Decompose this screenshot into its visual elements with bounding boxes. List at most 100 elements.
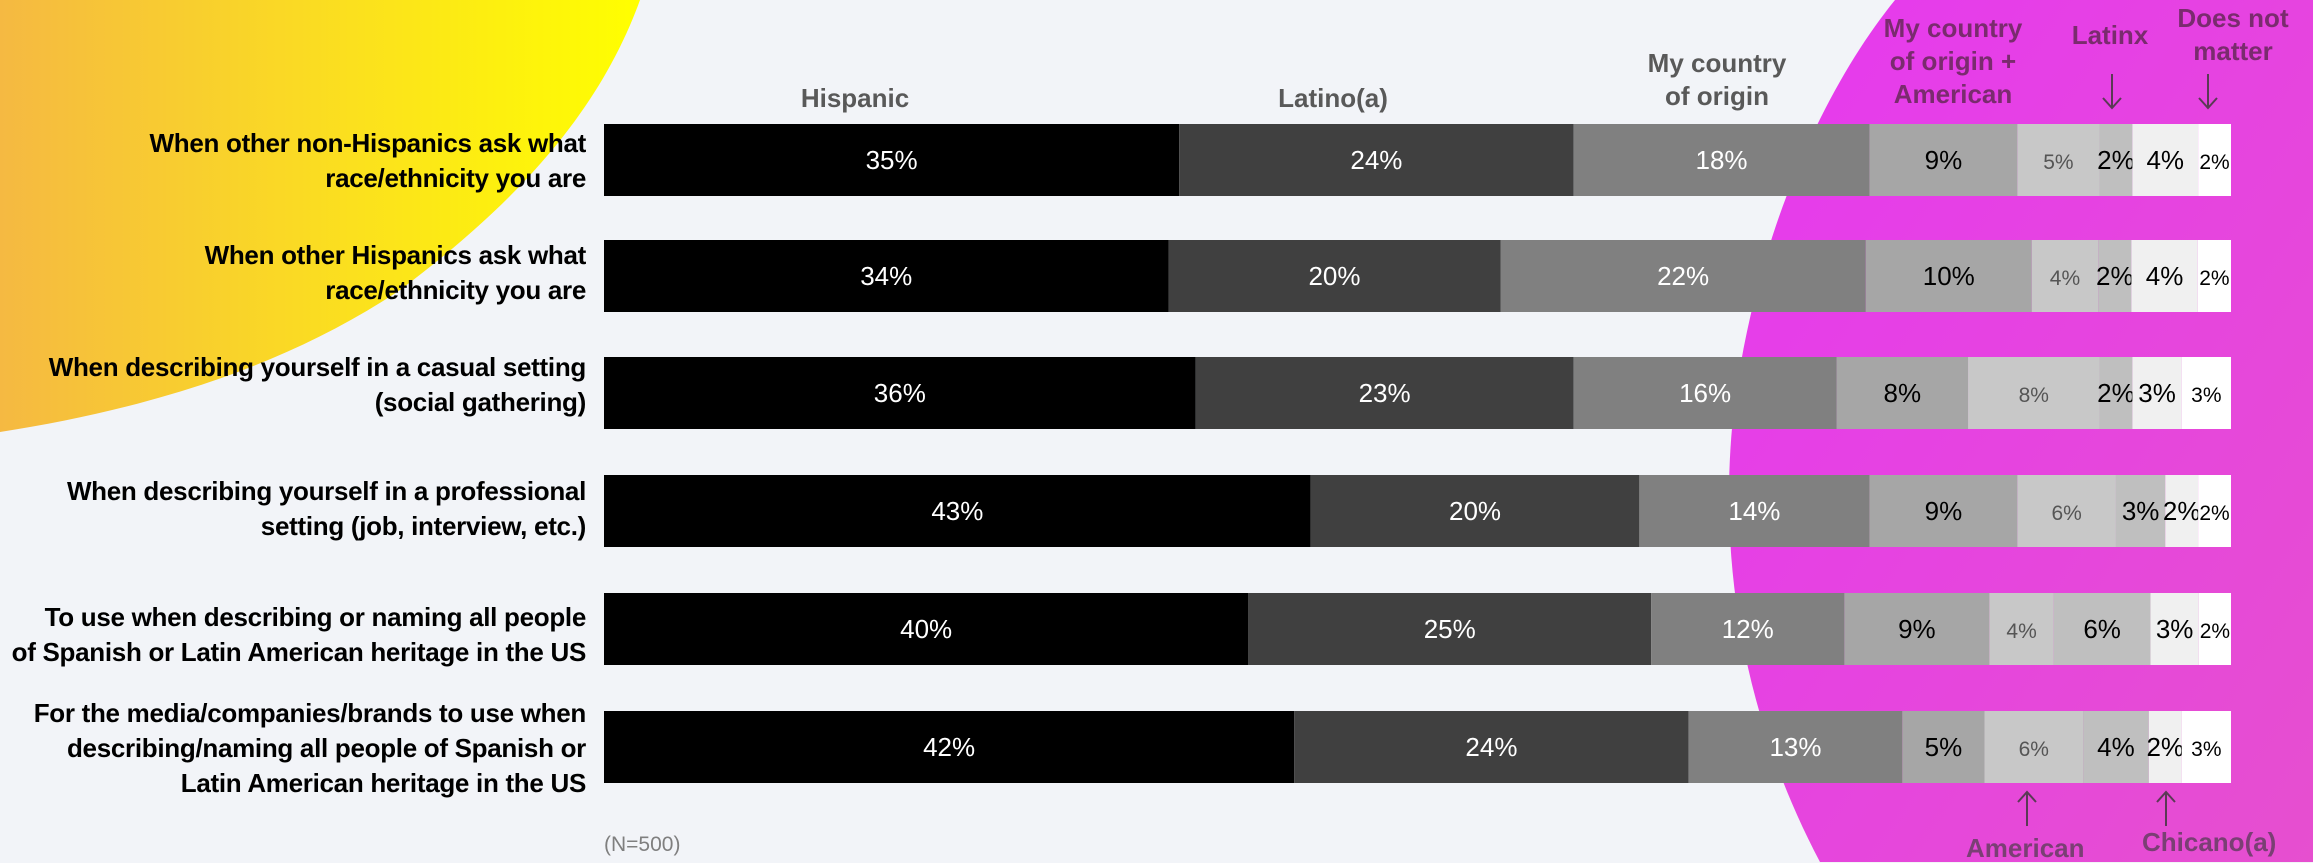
bar-label-r5-s6: 2%	[2146, 732, 2184, 762]
bar-label-r2-s2: 16%	[1679, 378, 1731, 408]
yellow-blob	[0, 0, 640, 432]
bar-segment-r0-s2	[1573, 124, 1870, 196]
bar-label-r5-s5: 4%	[2097, 732, 2135, 762]
bar-label-r3-s6: 2%	[2163, 496, 2201, 526]
bar-label-r0-s3: 9%	[1925, 145, 1963, 175]
row-label-5: For the media/companies/brands to use wh…	[33, 698, 587, 798]
row-label-3: When describing yourself in a profession…	[66, 476, 586, 541]
bar-segment-r3-s5	[2115, 475, 2166, 547]
bar-segment-r2-s0	[604, 357, 1196, 429]
bar-segment-r3-s4	[2017, 475, 2116, 547]
bar-label-r1-s3: 10%	[1923, 261, 1975, 291]
bar-label-r2-s0: 36%	[874, 378, 926, 408]
bar-segment-r2-s1	[1195, 357, 1574, 429]
bar-segment-r0-s6	[2132, 124, 2199, 196]
bar-segment-r5-s0	[604, 711, 1295, 783]
bar-label-r3-s2: 14%	[1728, 496, 1780, 526]
arrow-american	[2017, 790, 2037, 826]
bar-segment-r2-s3	[1836, 357, 1969, 429]
bar-segment-r4-s7	[2198, 593, 2231, 665]
bar-label-r1-s6: 4%	[2146, 261, 2184, 291]
header-country-of-origin: My country of origin	[1647, 48, 1787, 111]
arrow-does-not-matter	[2198, 74, 2218, 110]
label-chicano: Chicano(a)	[2142, 827, 2277, 857]
bar-label-r3-s1: 20%	[1449, 496, 1501, 526]
sample-size-note: (N=500)	[604, 833, 681, 856]
bar-segment-r1-s5	[2098, 240, 2132, 312]
bar-label-r4-s6: 3%	[2156, 614, 2194, 644]
bar-segment-r4-s1	[1248, 593, 1652, 665]
bar-label-r4-s2: 12%	[1722, 614, 1774, 644]
bar-label-r4-s3: 9%	[1898, 614, 1936, 644]
bar-label-r1-s2: 22%	[1657, 261, 1709, 291]
bar-segment-r0-s5	[2099, 124, 2133, 196]
bar-segment-r2-s7	[2181, 357, 2231, 429]
bar-label-r2-s7: 3%	[2191, 384, 2221, 407]
row-label-4: To use when describing or naming all peo…	[11, 602, 587, 667]
row-label-1: When other Hispanics ask what race/ethnic…	[204, 240, 587, 305]
label-american: American	[1966, 833, 2085, 863]
bar-label-r3-s5: 3%	[2122, 496, 2160, 526]
header-latino: Latino(a)	[1278, 83, 1388, 113]
bar-segment-r0-s1	[1179, 124, 1574, 196]
bar-segment-r3-s3	[1869, 475, 2018, 547]
bar-label-r1-s4: 4%	[2050, 267, 2080, 290]
bar-segment-r1-s7	[2197, 240, 2231, 312]
bar-label-r4-s7: 2%	[2200, 620, 2230, 643]
bar-label-r5-s2: 13%	[1769, 732, 1821, 762]
arrow-chicano	[2156, 790, 2176, 826]
bar-label-r4-s4: 4%	[2006, 620, 2036, 643]
bar-label-r4-s5: 6%	[2083, 614, 2121, 644]
header-country-of-origin-american: My country of origin + American	[1883, 13, 2023, 109]
bar-segment-r3-s6	[2165, 475, 2199, 547]
bar-label-r0-s4: 5%	[2043, 151, 2073, 174]
bar-label-r5-s3: 5%	[1925, 732, 1963, 762]
bar-label-r2-s3: 8%	[1884, 378, 1922, 408]
row-label-0: When other non-Hispanics ask what race/et…	[149, 128, 587, 193]
bar-segment-r5-s1	[1294, 711, 1689, 783]
bar-label-r0-s5: 2%	[2097, 145, 2135, 175]
bar-segment-r4-s2	[1651, 593, 1845, 665]
bar-label-r0-s2: 18%	[1696, 145, 1748, 175]
bar-segment-r1-s2	[1500, 240, 1866, 312]
header-latinx: Latinx	[2071, 20, 2149, 50]
bar-segment-r5-s7	[2181, 711, 2231, 783]
arrow-latinx	[2102, 74, 2122, 110]
bar-label-r3-s3: 9%	[1925, 496, 1963, 526]
bar-segment-r0-s3	[1869, 124, 2018, 196]
bar-label-r5-s1: 24%	[1465, 732, 1517, 762]
bar-label-r5-s4: 6%	[2019, 738, 2049, 761]
row-label-2: When describing yourself in a casual set…	[48, 352, 587, 417]
bar-label-r5-s7: 3%	[2191, 738, 2221, 761]
bar-label-r0-s6: 4%	[2146, 145, 2184, 175]
bar-segment-r3-s7	[2198, 475, 2231, 547]
bar-label-r2-s6: 3%	[2138, 378, 2176, 408]
bar-segment-r5-s4	[1984, 711, 2084, 783]
bar-segment-r2-s4	[1968, 357, 2100, 429]
bar-segment-r4-s5	[2053, 593, 2151, 665]
bar-segment-r4-s3	[1844, 593, 1990, 665]
bar-segment-r1-s1	[1168, 240, 1501, 312]
bar-segment-r4-s4	[1989, 593, 2054, 665]
bar-label-r2-s4: 8%	[2019, 384, 2049, 407]
bar-segment-r4-s6	[2150, 593, 2199, 665]
bar-label-r4-s0: 40%	[900, 614, 952, 644]
bar-segment-r3-s0	[604, 475, 1311, 547]
bar-label-r1-s5: 2%	[2096, 261, 2134, 291]
bar-segment-r4-s0	[604, 593, 1249, 665]
bar-label-r0-s7: 2%	[2199, 151, 2229, 174]
bar-segment-r5-s5	[2083, 711, 2149, 783]
bar-label-r0-s0: 35%	[866, 145, 918, 175]
bar-segment-r2-s5	[2099, 357, 2133, 429]
bar-label-r3-s0: 43%	[931, 496, 983, 526]
bar-segment-r0-s0	[604, 124, 1180, 196]
bar-label-r1-s1: 20%	[1308, 261, 1360, 291]
bar-label-r4-s1: 25%	[1424, 614, 1476, 644]
bar-segment-r3-s2	[1639, 475, 1870, 547]
bar-segment-r5-s2	[1688, 711, 1903, 783]
bar-segment-r1-s0	[604, 240, 1169, 312]
bar-segment-r2-s6	[2132, 357, 2182, 429]
bar-segment-r1-s3	[1865, 240, 2032, 312]
bar-segment-r2-s2	[1573, 357, 1837, 429]
